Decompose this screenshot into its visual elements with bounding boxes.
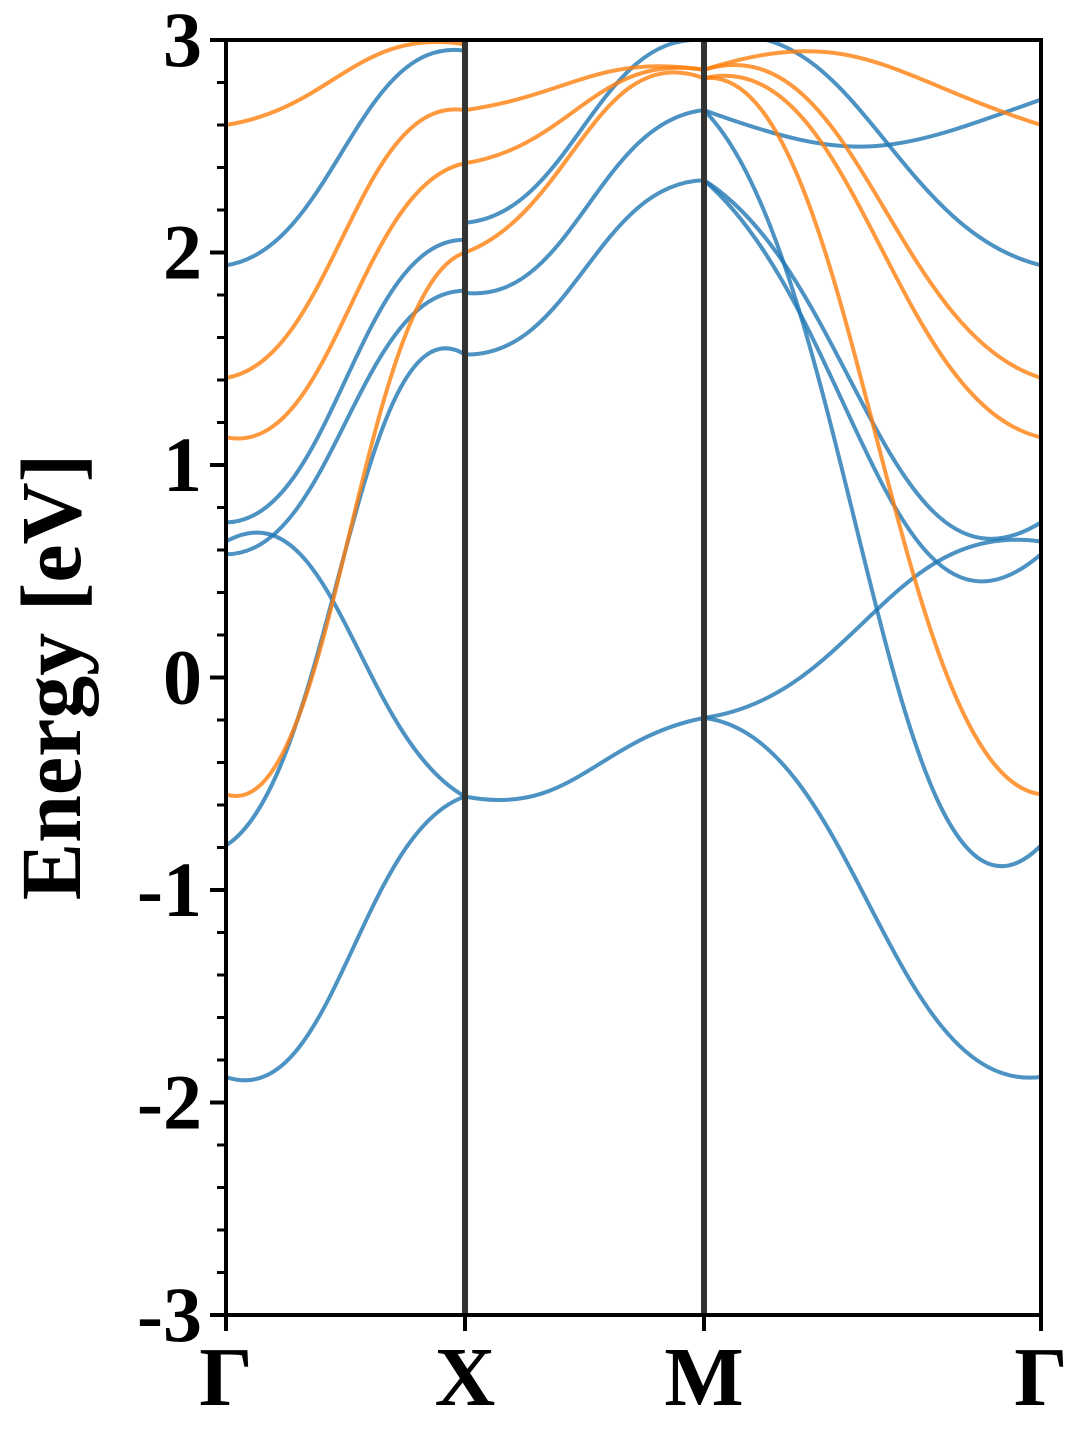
y-tick-label: 0 (163, 634, 202, 721)
band-line-orange (226, 161, 466, 441)
x-tick-label: M (664, 1331, 743, 1424)
band-line-orange (703, 76, 1041, 797)
band-line-orange (703, 49, 1041, 127)
band-line-blue (702, 108, 1041, 869)
band-line-blue (226, 530, 466, 799)
band-line-blue (226, 47, 466, 268)
y-tick-label: 2 (163, 209, 202, 296)
band-line-blue (464, 715, 705, 803)
band-line-blue (226, 237, 466, 525)
band-line-orange (464, 65, 705, 166)
band-line-blue (226, 288, 466, 557)
y-tick-label: 1 (163, 421, 202, 508)
band-line-orange (226, 107, 466, 380)
y-tick-label: -2 (137, 1059, 202, 1146)
y-axis-ticks: -3 -2 -1 0 1 2 3 (137, 0, 226, 1358)
high-symmetry-lines (462, 40, 708, 1315)
band-line-blue (703, 97, 1041, 149)
band-line-orange (226, 40, 466, 127)
band-line-blue (464, 178, 705, 357)
band-line-orange (703, 62, 1041, 380)
band-line-orange (464, 70, 705, 255)
y-tick-label: 3 (163, 0, 202, 83)
band-line-blue (226, 794, 466, 1083)
x-tick-label: Γ (199, 1331, 252, 1424)
band-line-blue (703, 715, 1041, 1080)
x-tick-label: X (435, 1331, 496, 1424)
band-line-blue (702, 178, 1041, 584)
x-tick-label: Γ (1014, 1331, 1067, 1424)
band-lines (226, 40, 1041, 1083)
band-line-orange (464, 64, 705, 113)
plot-frame (224, 38, 1043, 1317)
band-line-blue (464, 108, 705, 296)
y-axis-label: Energy [eV] (3, 454, 99, 901)
y-tick-label: -1 (137, 846, 202, 933)
y-tick-label: -3 (137, 1271, 202, 1358)
band-line-blue (464, 40, 705, 225)
band-line-orange (226, 250, 466, 798)
band-line-blue (703, 537, 1041, 720)
band-line-blue (704, 40, 1041, 268)
band-line-orange (703, 73, 1041, 440)
